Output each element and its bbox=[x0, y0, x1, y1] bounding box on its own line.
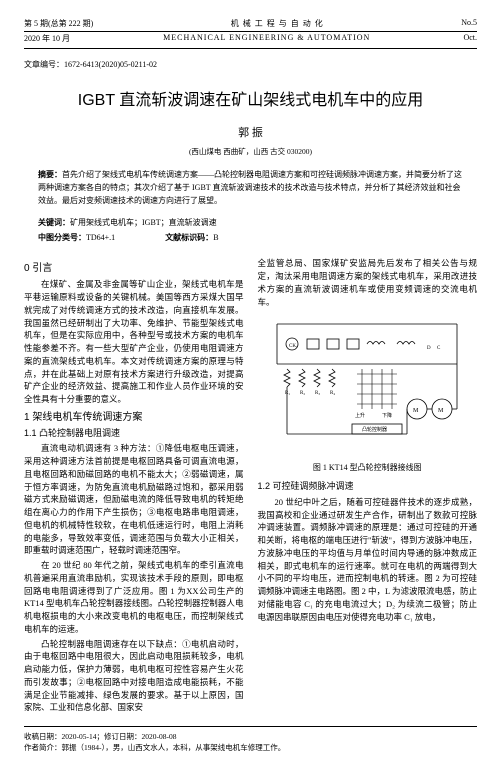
paragraph-continued: 全监管总局、国家煤矿安监局先后发布了相关公告与规定，淘汰采用电阻调速方案的架线式… bbox=[258, 257, 478, 308]
abstract-label: 摘要： bbox=[38, 170, 62, 179]
article-number: 文章编号：1672-6413(2020)05-0211-02 bbox=[24, 59, 477, 70]
svg-text:M: M bbox=[413, 408, 419, 414]
svg-text:CK₁: CK₁ bbox=[289, 344, 298, 349]
svg-text:凸轮控制器: 凸轮控制器 bbox=[362, 426, 387, 433]
doc-code: 文献标识码：B bbox=[165, 232, 218, 243]
svg-text:R₄: R₄ bbox=[330, 391, 335, 396]
svg-text:R₂: R₂ bbox=[300, 391, 305, 396]
journal-cn: 机 械 工 程 与 自 动 化 bbox=[231, 18, 324, 29]
issue-left: 第 5 期(总第 222 期) bbox=[24, 18, 93, 29]
journal-en: MECHANICAL ENGINEERING & AUTOMATION bbox=[163, 33, 370, 44]
abstract-text: 首先介绍了架线式电机车传统调速方案——凸轮控制器电阻调速方案和可控硅调频脉冲调速… bbox=[38, 170, 462, 205]
received-date: 收稿日期：2020-05-14；修订日期：2020-08-08 bbox=[24, 731, 477, 742]
paragraph: 直流电动机调速有 3 种方法：①降低电枢电压调速，采用这种调速方法首前提是电枢回… bbox=[24, 442, 244, 557]
author-bio: 作者简介：郭振（1984-），男，山西文水人，本科，从事架线电机车修理工作。 bbox=[24, 742, 477, 753]
right-column: 全监管总局、国家煤矿安监局先后发布了相关公告与规定，淘汰采用电阻调速方案的架线式… bbox=[258, 257, 478, 716]
date-left: 2020 年 10 月 bbox=[24, 33, 70, 44]
class-code: 中图分类号：TD64+.1 bbox=[38, 232, 115, 243]
svg-text:R₃: R₃ bbox=[315, 391, 320, 396]
header-row-1: 第 5 期(总第 222 期) 机 械 工 程 与 自 动 化 No.5 bbox=[24, 18, 477, 32]
left-column: 0 引言 在煤矿、金属及非金属等矿山企业，架线式电机车是平巷运输原料或设备的关键… bbox=[24, 257, 244, 716]
section-0-heading: 0 引言 bbox=[24, 261, 244, 276]
circuit-diagram-svg: CK₁ R₁ R₂ R₃ R₄ M bbox=[267, 314, 467, 459]
keywords-text: 矿用架线式电机车；IGBT；直流斩波调速 bbox=[70, 218, 217, 227]
affiliation: (西山煤电 西曲矿，山西 古交 030200) bbox=[24, 146, 477, 157]
section-1-2-heading: 1.2 可控硅调频脉冲调速 bbox=[258, 480, 478, 494]
svg-text:R₁: R₁ bbox=[285, 391, 290, 396]
classification-row: 中图分类号：TD64+.1 文献标识码：B bbox=[24, 232, 477, 243]
header-row-2: 2020 年 10 月 MECHANICAL ENGINEERING & AUT… bbox=[24, 33, 477, 49]
date-right: Oct. bbox=[463, 33, 477, 44]
two-column-body: 0 引言 在煤矿、金属及非金属等矿山企业，架线式电机车是平巷运输原料或设备的关键… bbox=[24, 257, 477, 716]
figure-1-caption: 图 1 KT14 型凸轮控制器接线图 bbox=[258, 462, 478, 474]
svg-text:D: D bbox=[427, 346, 431, 351]
section-1-1-heading: 1.1 凸轮控制器电阻调速 bbox=[24, 427, 244, 441]
abstract-block: 摘要：首先介绍了架线式电机车传统调速方案——凸轮控制器电阻调速方案和可控硅调频脉… bbox=[24, 169, 477, 207]
footer: 收稿日期：2020-05-14；修订日期：2020-08-08 作者简介：郭振（… bbox=[24, 726, 477, 754]
author: 郭 振 bbox=[24, 124, 477, 140]
paragraph: 在 20 世纪 80 年代之前，架线式电机车的牵引直流电机普遍采用直流串励机，实… bbox=[24, 559, 244, 636]
svg-text:下降: 下降 bbox=[382, 412, 392, 419]
figure-1: CK₁ R₁ R₂ R₃ R₄ M bbox=[258, 314, 478, 474]
svg-text:上升: 上升 bbox=[355, 412, 365, 419]
keywords-block: 关键词：矿用架线式电机车；IGBT；直流斩波调速 bbox=[24, 217, 477, 228]
paragraph: 凸轮控制器电阻调速存在以下缺点：①电机启动时，由于电枢回路中电阻很大，因此启动电… bbox=[24, 638, 244, 715]
page: 第 5 期(总第 222 期) 机 械 工 程 与 自 动 化 No.5 202… bbox=[0, 0, 501, 772]
paragraph: 在煤矿、金属及非金属等矿山企业，架线式电机车是平巷运输原料或设备的关键机械。美国… bbox=[24, 278, 244, 406]
paper-title: IGBT 直流斩波调速在矿山架线式电机车中的应用 bbox=[24, 86, 477, 110]
keywords-label: 关键词： bbox=[38, 218, 70, 227]
paragraph: 20 世纪中叶之后，随着可控硅器件技术的逐步成熟，我国高校和企业通过研发生产合作… bbox=[258, 496, 478, 624]
section-1-heading: 1 架线电机车传统调速方案 bbox=[24, 410, 244, 425]
issue-right: No.5 bbox=[461, 18, 477, 29]
svg-text:M: M bbox=[438, 408, 444, 414]
